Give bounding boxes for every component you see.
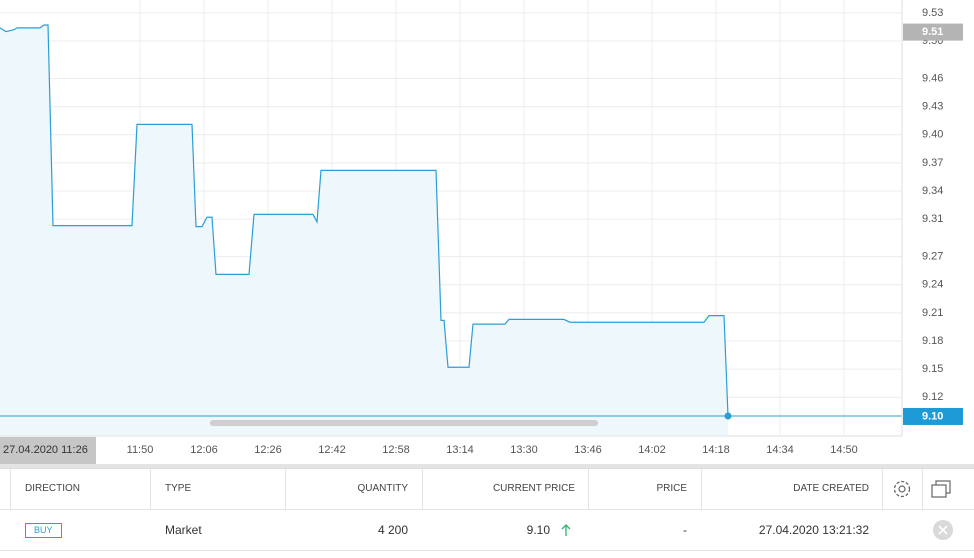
crosshair-box [0, 437, 96, 464]
x-tick-label: 14:34 [766, 444, 794, 456]
x-tick-label: 12:42 [318, 444, 346, 456]
table-header: DIRECTION TYPE QUANTITY CURRENT PRICE PR… [0, 469, 974, 510]
y-tick-label: 9.43 [922, 101, 943, 113]
x-tick-label: 14:50 [830, 444, 858, 456]
date-cell: 27.04.2020 13:21:32 [758, 523, 869, 537]
header-cell[interactable]: CURRENT PRICE [492, 483, 575, 494]
up-arrow [561, 524, 571, 536]
x-tick-label: 12:58 [382, 444, 410, 456]
area-fill [0, 25, 728, 435]
y-tick-label: 9.53 [922, 7, 943, 19]
chart: 11:50 12:06 12:26 12:42 12:58 13:14 13:30 13:46… [0, 0, 974, 468]
high-marker-label: 9.51 [922, 26, 943, 38]
x-tick-label: 11:50 [127, 444, 154, 456]
type-cell: Market [165, 523, 202, 537]
y-tick-label: 9.27 [922, 251, 943, 263]
order-row[interactable]: BUY Market 4 200 9.10 - 27.04.2020 13:21… [0, 510, 974, 551]
x-tick-label: 14:18 [702, 444, 730, 456]
x-tick-label: 12:26 [254, 444, 282, 456]
x-tick-label: 13:14 [446, 444, 474, 456]
plot-layer [0, 0, 902, 435]
current-price-cell: 9.10 [526, 523, 550, 537]
header-cell[interactable]: DIRECTION [25, 483, 80, 494]
y-tick-label: 9.12 [922, 391, 943, 403]
y-tick-label: 9.21 [922, 307, 943, 319]
settings-icon[interactable] [891, 478, 913, 500]
header-cell[interactable]: DATE CREATED [793, 483, 869, 494]
panel-divider [0, 464, 974, 468]
header-cell[interactable]: QUANTITY [357, 483, 408, 494]
cancel-button[interactable] [932, 519, 954, 541]
scrollbar[interactable] [210, 420, 598, 426]
quantity-cell: 4 200 [377, 523, 408, 537]
last-price-box [903, 407, 963, 425]
direction-badge: BUY [25, 523, 62, 539]
y-tick-label: 9.31 [922, 213, 943, 225]
x-axis-strip [0, 436, 974, 464]
x-tick-label: 13:30 [510, 444, 538, 456]
y-tick-label: 9.18 [922, 335, 943, 347]
y-tick-label: 9.40 [922, 129, 943, 141]
y-tick-label: 9.46 [922, 72, 943, 84]
orders-table: DIRECTION TYPE QUANTITY CURRENT PRICE PR… [0, 468, 974, 558]
header-cell[interactable]: TYPE [165, 483, 192, 494]
y-tick-label: 9.34 [922, 185, 943, 197]
detach-icon[interactable] [930, 479, 954, 501]
crosshair-label: 27.04.2020 11:26 [3, 444, 88, 456]
x-tick-label: 12:06 [190, 444, 218, 456]
y-tick-label: 9.37 [922, 157, 943, 169]
y-tick-label: 9.24 [922, 279, 943, 291]
price-cell: - [683, 523, 687, 537]
high-marker-box [903, 23, 963, 41]
last-point [724, 412, 732, 420]
y-tick-label: 9.15 [922, 363, 943, 375]
last-price-label: 9.10 [922, 410, 943, 422]
x-tick-label: 14:02 [638, 444, 666, 456]
price-line [0, 24, 729, 416]
x-tick-label: 13:46 [574, 444, 602, 456]
header-cell[interactable]: PRICE [656, 483, 687, 494]
